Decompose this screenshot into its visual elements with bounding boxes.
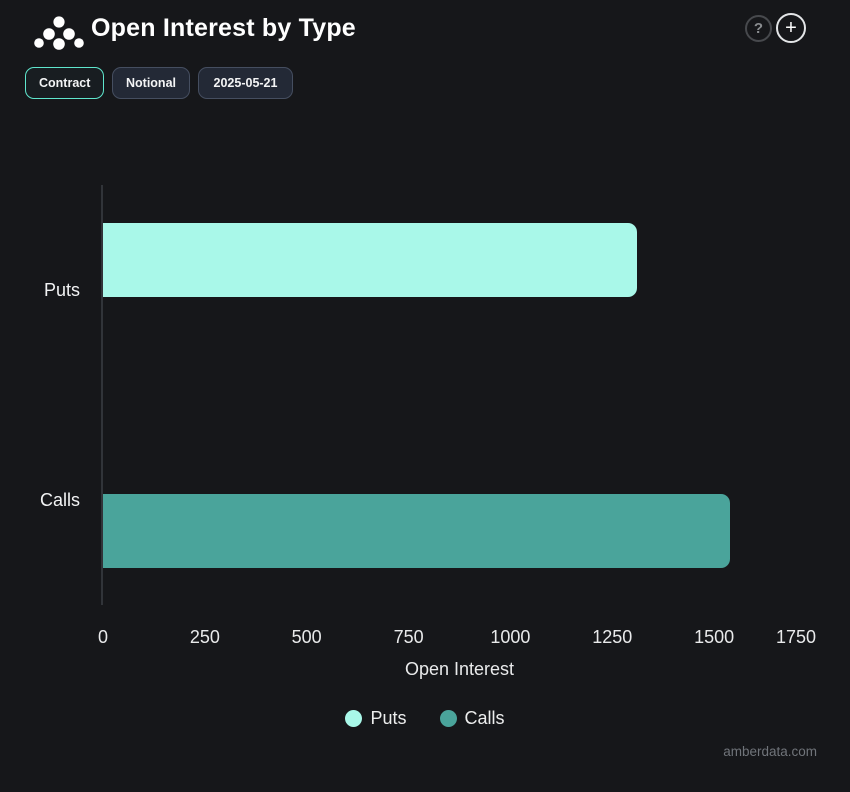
contract-toggle-button[interactable]: Contract — [25, 67, 105, 99]
x-axis-title: Open Interest — [404, 659, 515, 679]
legend: Puts Calls — [0, 708, 850, 729]
x-tick-1750: 1750 — [775, 627, 816, 647]
legend-item-calls[interactable]: Calls — [439, 708, 505, 729]
x-tick-500: 500 — [291, 627, 322, 647]
x-tick-750: 750 — [393, 627, 424, 647]
x-axis-tick-labels: 0 250 500 750 1000 1250 1500 1750 — [98, 627, 816, 649]
x-tick-1250: 1250 — [592, 627, 633, 647]
question-mark-icon: ? — [753, 20, 764, 37]
plot-area: Puts Calls — [40, 186, 816, 604]
date-selector-button[interactable]: 2025-05-21 — [198, 67, 293, 99]
legend-label: Puts — [370, 708, 407, 728]
plus-icon: + — [785, 17, 797, 39]
x-tick-0: 0 — [97, 627, 109, 647]
category-label-calls: Calls — [39, 490, 80, 510]
x-tick-250: 250 — [189, 627, 220, 647]
notional-toggle-button[interactable]: Notional — [112, 67, 190, 99]
help-button[interactable]: ? — [745, 15, 772, 42]
x-tick-1000: 1000 — [490, 627, 531, 647]
legend-swatch-calls-icon — [439, 710, 457, 727]
bar-puts[interactable] — [103, 223, 637, 297]
watermark-link: amberdata.com — [723, 744, 817, 759]
y-axis-line — [101, 185, 103, 605]
bar-calls[interactable] — [103, 494, 731, 568]
amberdata-logo — [34, 16, 84, 50]
x-tick-1500: 1500 — [694, 627, 735, 647]
category-label-puts: Puts — [43, 280, 80, 300]
legend-item-puts[interactable]: Puts — [345, 708, 407, 729]
legend-label: Calls — [464, 708, 505, 728]
legend-swatch-puts-icon — [345, 710, 363, 727]
add-button[interactable]: + — [776, 13, 806, 43]
page-title: Open Interest by Type — [91, 14, 356, 42]
